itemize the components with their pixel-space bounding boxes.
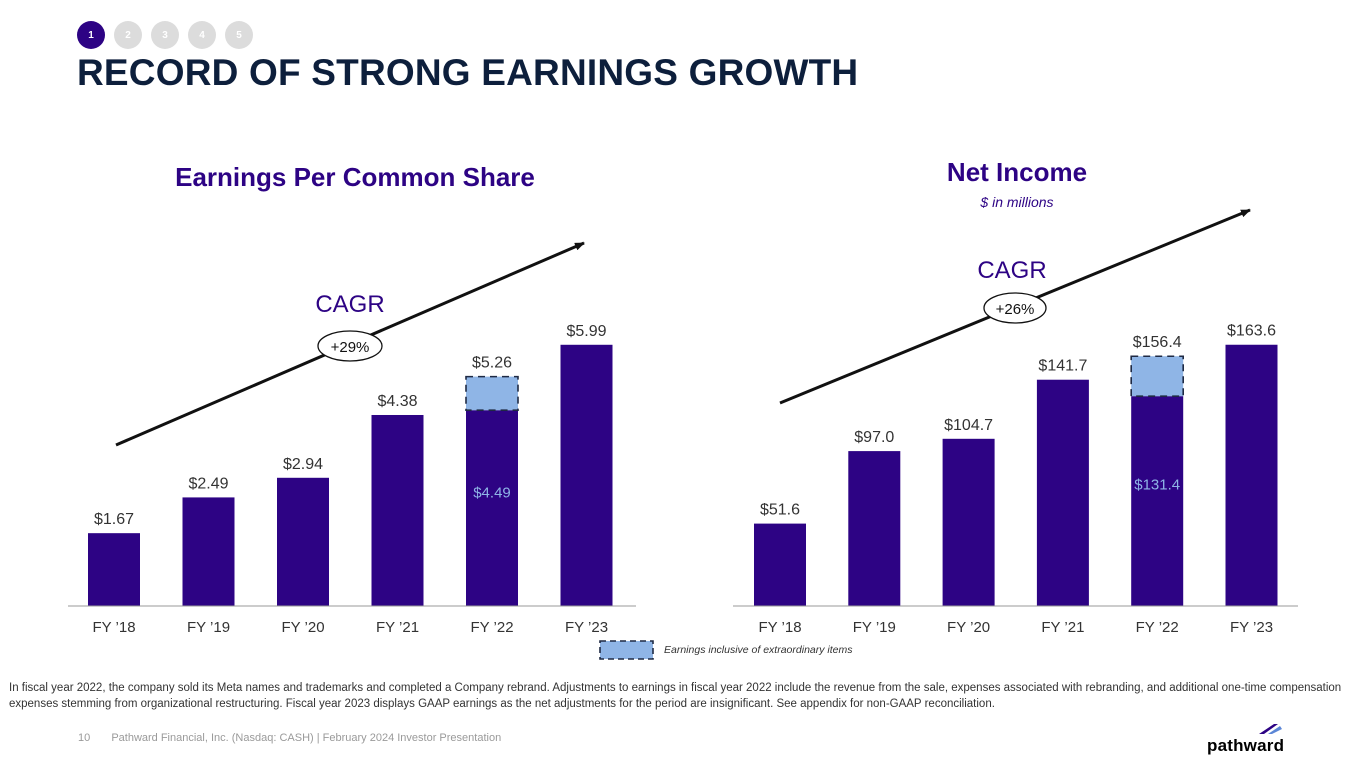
step-4[interactable]: 4 (188, 21, 216, 49)
legend: Earnings inclusive of extraordinary item… (599, 640, 853, 660)
net-income-value-label: $141.7 (1038, 358, 1087, 375)
net-income-value-label: $156.4 (1133, 334, 1182, 351)
eps-value-label: $5.26 (472, 355, 512, 372)
eps-category-label: FY ’20 (281, 619, 324, 636)
net-income-chart: Net Income $ in millions $51.6 FY ’18 $97.… (733, 157, 1298, 636)
net-income-bar (1131, 396, 1184, 606)
net-income-chart-title: Net Income (947, 157, 1087, 187)
footnote: In fiscal year 2022, the company sold it… (9, 682, 1342, 710)
step-3[interactable]: 3 (151, 21, 179, 49)
net-income-category-label: FY ’21 (1041, 619, 1084, 636)
eps-value-label: $1.67 (94, 511, 134, 528)
logo-mark-icon: pathward (1207, 724, 1284, 755)
net-income-chart-subtitle: $ in millions (979, 194, 1053, 210)
eps-bar (88, 533, 140, 606)
eps-cagr-badge (317, 330, 383, 362)
eps-bar-extraordinary (465, 375, 519, 411)
logo-wordmark: pathward (1207, 736, 1284, 755)
legend-swatch (599, 640, 654, 660)
eps-value-label: $2.94 (283, 456, 323, 473)
eps-value-label: $2.49 (188, 475, 228, 492)
net-income-bars: $51.6 FY ’18 $97.0 FY ’19 $104.7 FY ’20 $141.7… (754, 323, 1278, 636)
eps-category-label: FY ’21 (376, 619, 419, 636)
net-income-category-label: FY ’18 (758, 619, 801, 636)
net-income-category-label: FY ’23 (1230, 619, 1273, 636)
page-title: RECORD OF STRONG EARNINGS GROWTH (77, 52, 859, 93)
net-income-bar-base-label: $131.4 (1134, 476, 1180, 493)
footer-text: Pathward Financial, Inc. (Nasdaq: CASH) … (111, 732, 502, 744)
eps-bar-base-label: $4.49 (473, 484, 511, 501)
step-2[interactable]: 2 (114, 21, 142, 49)
net-income-cagr-badge (983, 292, 1047, 324)
eps-bar (371, 414, 424, 606)
net-income-cagr-value: +26% (996, 301, 1035, 318)
eps-cagr-value: +29% (331, 339, 370, 356)
eps-category-label: FY ’22 (470, 619, 513, 636)
eps-bar (560, 344, 613, 606)
eps-category-label: FY ’19 (187, 619, 230, 636)
legend-label: Earnings inclusive of extraordinary item… (664, 644, 853, 656)
net-income-value-label: $163.6 (1227, 323, 1276, 340)
step-5[interactable]: 5 (225, 21, 253, 49)
eps-bars: $1.67 FY ’18 $2.49 FY ’19 $2.94 FY ’20 $4.38 FY… (88, 323, 613, 636)
net-income-bar (848, 451, 901, 606)
net-income-bar (754, 523, 806, 606)
eps-bar (182, 497, 235, 606)
net-income-value-label: $51.6 (760, 502, 800, 519)
eps-bar (466, 410, 518, 606)
eps-bar (277, 477, 329, 606)
pathward-logo: pathward (1206, 722, 1296, 761)
eps-chart: Earnings Per Common Share $1.67 FY ’18 $2.… (68, 162, 636, 636)
eps-value-label: $5.99 (566, 323, 606, 340)
net-income-value-label: $97.0 (854, 429, 894, 446)
eps-category-label: FY ’18 (92, 619, 135, 636)
charts-canvas: Earnings Per Common Share $1.67 FY ’18 $2.… (68, 157, 1298, 660)
eps-value-label: $4.38 (377, 393, 417, 410)
net-income-bar (1036, 379, 1089, 606)
net-income-bar (942, 438, 995, 606)
net-income-category-label: FY ’19 (853, 619, 896, 636)
step-1[interactable]: 1 (77, 21, 105, 49)
eps-cagr-label: CAGR (315, 291, 384, 318)
footer: 10 Pathward Financial, Inc. (Nasdaq: CAS… (78, 732, 501, 744)
section-stepper: 1 2 3 4 5 (77, 21, 253, 49)
eps-category-label: FY ’23 (565, 619, 608, 636)
net-income-cagr-label: CAGR (977, 257, 1046, 284)
net-income-bar-extraordinary (1130, 355, 1184, 397)
net-income-bar (1225, 344, 1278, 606)
net-income-category-label: FY ’20 (947, 619, 990, 636)
net-income-category-label: FY ’22 (1136, 619, 1179, 636)
page-number: 10 (78, 732, 91, 744)
eps-chart-title: Earnings Per Common Share (175, 162, 535, 192)
net-income-value-label: $104.7 (944, 417, 993, 434)
